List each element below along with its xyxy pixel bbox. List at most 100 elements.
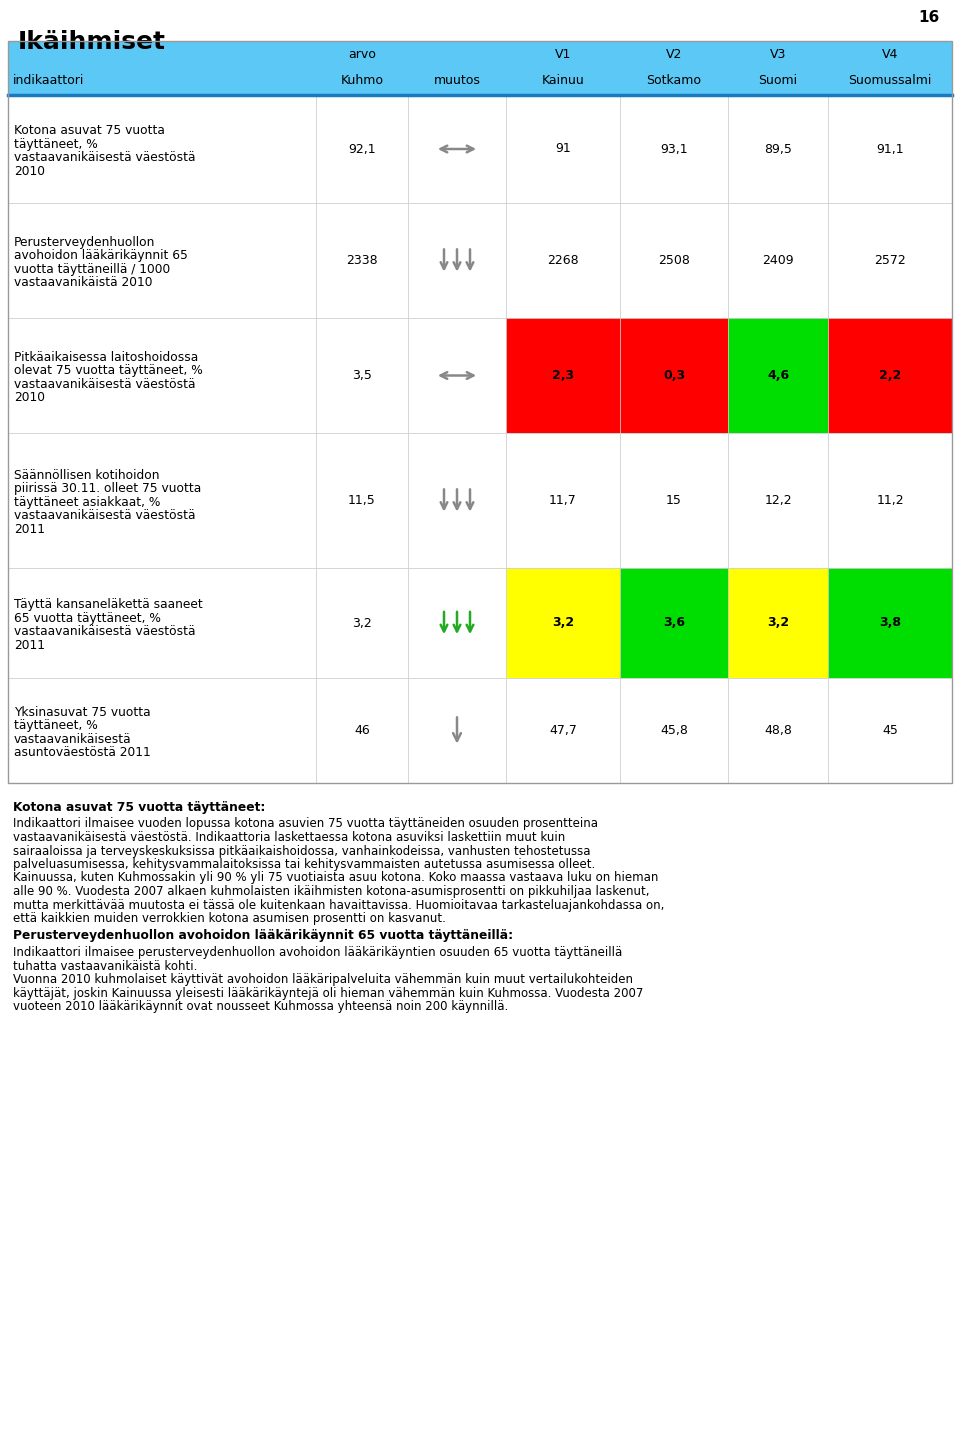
Bar: [408, 319, 506, 433]
Bar: [8, 95, 316, 203]
Bar: [828, 95, 952, 203]
Text: Pitkäaikaisessa laitoshoidossa: Pitkäaikaisessa laitoshoidossa: [14, 350, 199, 363]
Bar: [8, 40, 952, 95]
Bar: [408, 678, 506, 783]
Text: Kuhmo: Kuhmo: [341, 75, 383, 88]
Text: 12,2: 12,2: [764, 495, 792, 508]
Bar: [506, 319, 620, 433]
Bar: [728, 319, 828, 433]
Bar: [728, 433, 828, 568]
Text: vastaavanikäisestä väestöstä: vastaavanikäisestä väestöstä: [14, 624, 196, 637]
Text: 0,3: 0,3: [663, 369, 685, 382]
Text: Sotkamo: Sotkamo: [646, 75, 702, 88]
Bar: [408, 568, 506, 678]
Bar: [828, 568, 952, 678]
Text: vastaavanikäisestä väestöstä: vastaavanikäisestä väestöstä: [14, 378, 196, 391]
Text: 16: 16: [919, 10, 940, 25]
Text: 93,1: 93,1: [660, 143, 687, 156]
Text: 2508: 2508: [658, 254, 690, 267]
Text: käyttäjät, joskin Kainuussa yleisesti lääkärikäyntejä oli hieman vähemmän kuin K: käyttäjät, joskin Kainuussa yleisesti lä…: [13, 986, 643, 999]
Text: 11,5: 11,5: [348, 495, 376, 508]
Bar: [8, 433, 316, 568]
Text: mutta merkittävää muutosta ei tässä ole kuitenkaan havaittavissa. Huomioitavaa t: mutta merkittävää muutosta ei tässä ole …: [13, 898, 664, 911]
Bar: [828, 319, 952, 433]
Text: vuoteen 2010 lääkärikäynnit ovat nousseet Kuhmossa yhteensä noin 200 käynnillä.: vuoteen 2010 lääkärikäynnit ovat noussee…: [13, 999, 508, 1012]
Bar: [828, 678, 952, 783]
Text: 2010: 2010: [14, 164, 45, 177]
Text: vastaavanikäisestä väestöstä: vastaavanikäisestä väestöstä: [14, 151, 196, 164]
Text: Kainuussa, kuten Kuhmossakin yli 90 % yli 75 vuotiaista asuu kotona. Koko maassa: Kainuussa, kuten Kuhmossakin yli 90 % yl…: [13, 871, 659, 884]
Text: vastaavanikäisestä väestöstä. Indikaattoria laskettaessa kotona asuviksi laskett: vastaavanikäisestä väestöstä. Indikaatto…: [13, 831, 565, 844]
Text: Ikäihmiset: Ikäihmiset: [18, 30, 166, 53]
Text: 45: 45: [882, 724, 898, 737]
Text: Suomi: Suomi: [758, 75, 798, 88]
Bar: [506, 95, 620, 203]
Text: Säännöllisen kotihoidon: Säännöllisen kotihoidon: [14, 469, 159, 482]
Text: vastaavanikäisestä väestöstä: vastaavanikäisestä väestöstä: [14, 509, 196, 522]
Text: piirissä 30.11. olleet 75 vuotta: piirissä 30.11. olleet 75 vuotta: [14, 482, 202, 495]
Text: 4,6: 4,6: [767, 369, 789, 382]
Text: vuotta täyttäneillä / 1000: vuotta täyttäneillä / 1000: [14, 262, 170, 275]
Text: Indikaattori ilmaisee perusterveydenhuollon avohoidon lääkärikäyntien osuuden 65: Indikaattori ilmaisee perusterveydenhuol…: [13, 946, 622, 959]
Text: 2409: 2409: [762, 254, 794, 267]
Text: Perusterveydenhuollon avohoidon lääkärikäynnit 65 vuotta täyttäneillä:: Perusterveydenhuollon avohoidon lääkärik…: [13, 930, 514, 943]
Bar: [828, 203, 952, 319]
Text: 2338: 2338: [347, 254, 378, 267]
Text: 3,5: 3,5: [352, 369, 372, 382]
Text: muutos: muutos: [434, 75, 480, 88]
Text: 3,2: 3,2: [552, 617, 574, 630]
Text: 3,2: 3,2: [767, 617, 789, 630]
Text: V4: V4: [882, 48, 899, 61]
Text: 3,2: 3,2: [352, 617, 372, 630]
Bar: [316, 568, 408, 678]
Text: 3,6: 3,6: [663, 617, 685, 630]
Bar: [8, 319, 316, 433]
Bar: [8, 40, 952, 783]
Text: 48,8: 48,8: [764, 724, 792, 737]
Bar: [506, 203, 620, 319]
Text: 91,1: 91,1: [876, 143, 903, 156]
Text: 89,5: 89,5: [764, 143, 792, 156]
Bar: [620, 678, 728, 783]
Bar: [620, 319, 728, 433]
Text: tuhatta vastaavanikäistä kohti.: tuhatta vastaavanikäistä kohti.: [13, 959, 198, 972]
Text: 11,2: 11,2: [876, 495, 903, 508]
Text: vastaavanikäistä 2010: vastaavanikäistä 2010: [14, 275, 153, 288]
Text: Perusterveydenhuollon: Perusterveydenhuollon: [14, 235, 156, 248]
Text: palveluasumisessa, kehitysvammalaitoksissa tai kehitysvammaisten autetussa asumi: palveluasumisessa, kehitysvammalaitoksis…: [13, 858, 595, 871]
Text: 47,7: 47,7: [549, 724, 577, 737]
Bar: [506, 678, 620, 783]
Text: Kotona asuvat 75 vuotta täyttäneet:: Kotona asuvat 75 vuotta täyttäneet:: [13, 800, 265, 813]
Bar: [620, 95, 728, 203]
Bar: [408, 95, 506, 203]
Text: että kaikkien muiden verrokkien kotona asumisen prosentti on kasvanut.: että kaikkien muiden verrokkien kotona a…: [13, 911, 445, 924]
Bar: [506, 568, 620, 678]
Text: asuntoväestöstä 2011: asuntoväestöstä 2011: [14, 746, 151, 758]
Text: Täyttä kansaneläkettä saaneet: Täyttä kansaneläkettä saaneet: [14, 598, 203, 611]
Text: 2,2: 2,2: [878, 369, 901, 382]
Text: täyttäneet, %: täyttäneet, %: [14, 137, 98, 150]
Text: Yksinasuvat 75 vuotta: Yksinasuvat 75 vuotta: [14, 705, 151, 718]
Bar: [828, 433, 952, 568]
Text: 46: 46: [354, 724, 370, 737]
Bar: [316, 433, 408, 568]
Text: 45,8: 45,8: [660, 724, 688, 737]
Bar: [316, 319, 408, 433]
Text: täyttäneet asiakkaat, %: täyttäneet asiakkaat, %: [14, 496, 160, 509]
Text: olevat 75 vuotta täyttäneet, %: olevat 75 vuotta täyttäneet, %: [14, 363, 203, 376]
Bar: [620, 433, 728, 568]
Bar: [620, 568, 728, 678]
Bar: [408, 203, 506, 319]
Bar: [620, 203, 728, 319]
Text: 3,8: 3,8: [879, 617, 901, 630]
Bar: [728, 568, 828, 678]
Text: 2011: 2011: [14, 523, 45, 536]
Bar: [408, 433, 506, 568]
Text: 11,7: 11,7: [549, 495, 577, 508]
Bar: [316, 203, 408, 319]
Text: 2011: 2011: [14, 639, 45, 652]
Text: V3: V3: [770, 48, 786, 61]
Bar: [316, 95, 408, 203]
Text: V1: V1: [555, 48, 571, 61]
Text: 2268: 2268: [547, 254, 579, 267]
